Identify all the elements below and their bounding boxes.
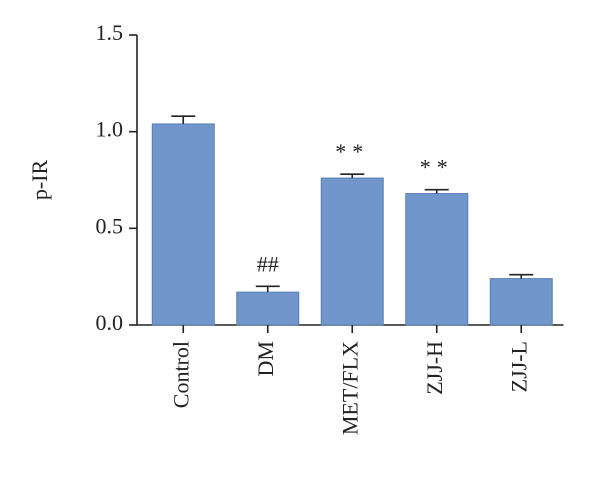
x-tick-label: ZJJ-H <box>422 341 447 395</box>
y-axis-label: p-IR <box>27 160 52 201</box>
x-tick-label: ZJJ-L <box>506 341 531 392</box>
x-tick-label: DM <box>253 341 278 376</box>
x-tick-label: Control <box>168 341 193 408</box>
bar <box>151 123 215 326</box>
y-tick-label: 1.0 <box>96 117 124 142</box>
bar <box>489 278 553 326</box>
error-bar <box>171 115 196 124</box>
annotation: ** <box>335 139 369 164</box>
error-bar <box>424 188 449 194</box>
y-tick-label: 0.5 <box>96 213 124 238</box>
annotation: ## <box>257 251 279 276</box>
x-tick-label: MET/FLX <box>337 341 362 435</box>
bar <box>405 193 469 326</box>
error-bar <box>340 173 365 179</box>
error-bar <box>509 273 534 279</box>
error-bar <box>255 285 280 293</box>
bar <box>320 177 384 326</box>
y-tick-label: 0.0 <box>96 310 124 335</box>
y-tick-label: 1.5 <box>96 20 124 45</box>
bar <box>236 291 300 326</box>
annotation: ** <box>420 155 454 180</box>
